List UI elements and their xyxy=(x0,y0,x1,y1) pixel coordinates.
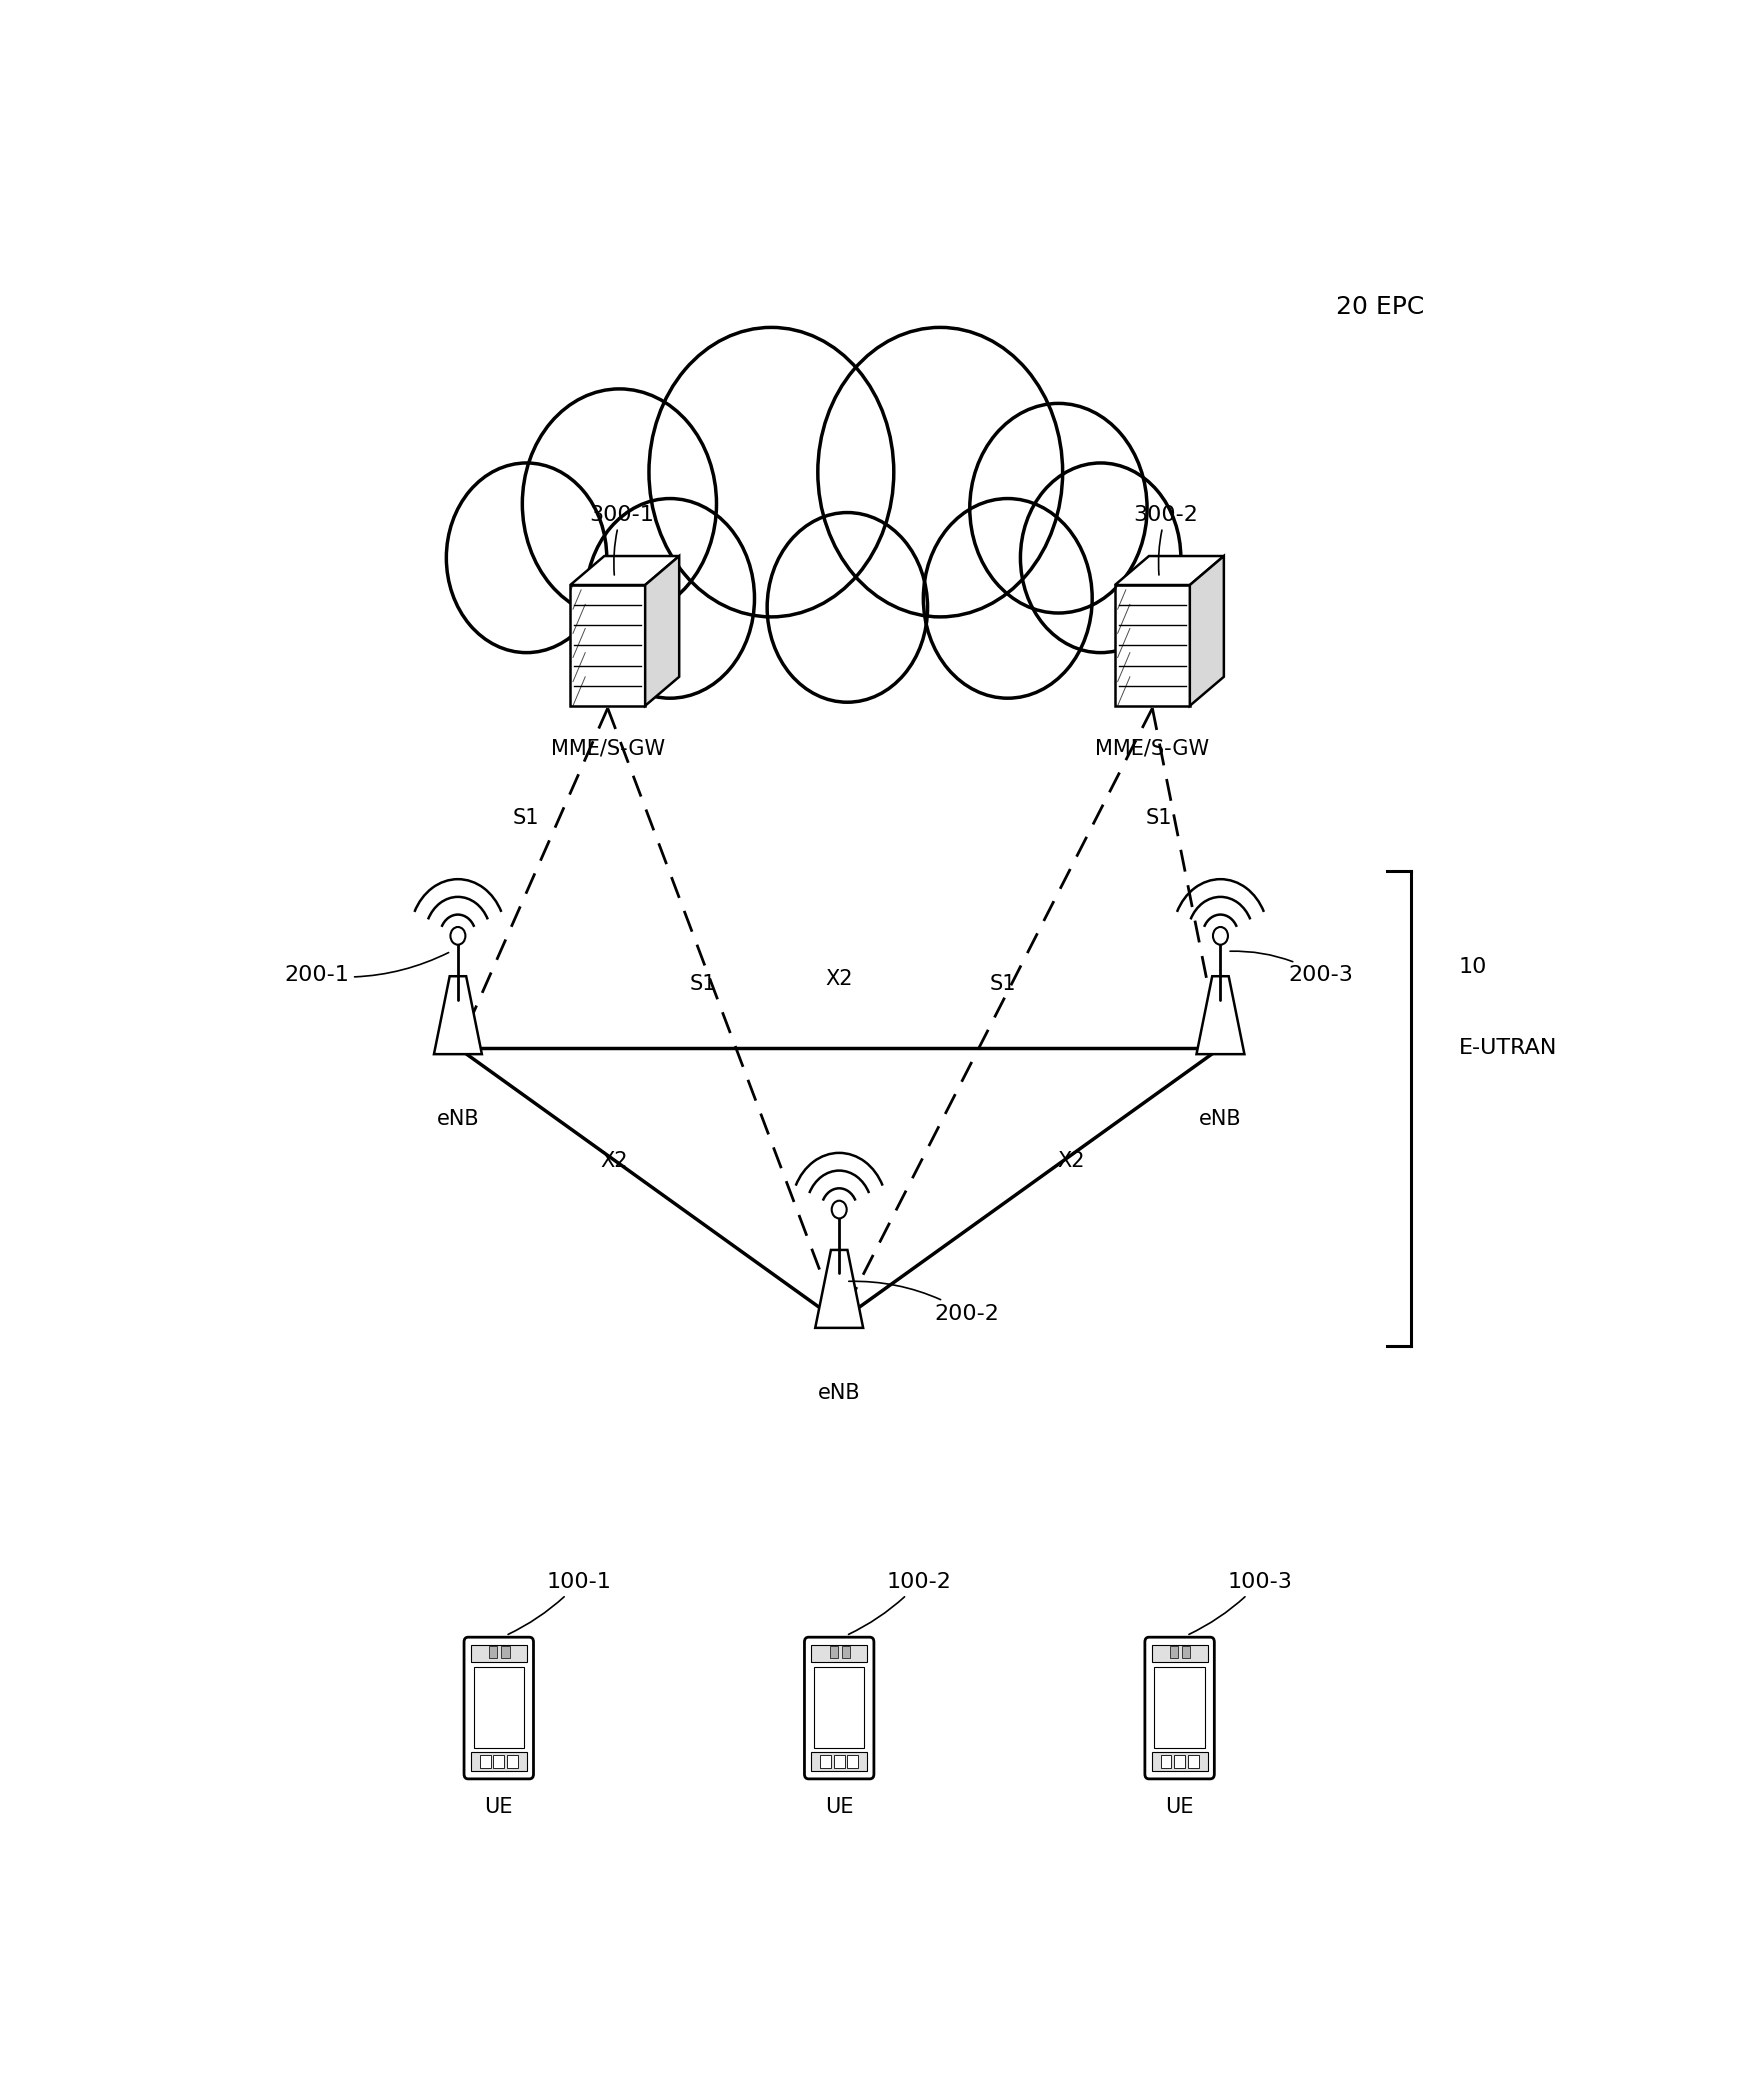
Circle shape xyxy=(768,512,928,703)
Bar xyxy=(1182,1646,1191,1658)
Text: UE: UE xyxy=(485,1796,513,1817)
Circle shape xyxy=(648,328,894,617)
Bar xyxy=(488,1646,497,1658)
Circle shape xyxy=(446,462,606,652)
Bar xyxy=(812,1646,868,1662)
Text: 300-2: 300-2 xyxy=(1133,504,1198,575)
Text: X2: X2 xyxy=(826,968,852,989)
Ellipse shape xyxy=(552,504,1058,602)
Bar xyxy=(1151,1646,1207,1662)
Text: S1: S1 xyxy=(691,974,717,993)
Bar xyxy=(1151,1752,1207,1771)
Text: 300-1: 300-1 xyxy=(589,504,654,575)
Circle shape xyxy=(831,1200,847,1219)
Text: 100-1: 100-1 xyxy=(508,1572,611,1635)
Text: 10: 10 xyxy=(1458,958,1486,976)
Text: eNB: eNB xyxy=(817,1382,861,1403)
Bar xyxy=(835,1754,845,1769)
Bar xyxy=(813,1667,864,1748)
Text: S1: S1 xyxy=(1146,807,1172,828)
Text: UE: UE xyxy=(826,1796,854,1817)
Text: 200-2: 200-2 xyxy=(849,1282,1000,1324)
Text: S1: S1 xyxy=(989,974,1016,993)
Text: MME/S-GW: MME/S-GW xyxy=(550,738,664,759)
Polygon shape xyxy=(1189,556,1225,707)
Polygon shape xyxy=(571,585,645,707)
Bar xyxy=(501,1646,510,1658)
Circle shape xyxy=(1021,462,1181,652)
Polygon shape xyxy=(1116,556,1225,585)
FancyBboxPatch shape xyxy=(805,1637,873,1779)
Text: MME/S-GW: MME/S-GW xyxy=(1095,738,1209,759)
Bar xyxy=(821,1754,831,1769)
FancyBboxPatch shape xyxy=(1146,1637,1214,1779)
Bar xyxy=(494,1754,504,1769)
Circle shape xyxy=(585,498,754,698)
Bar xyxy=(1154,1667,1205,1748)
Bar xyxy=(812,1752,868,1771)
Text: 20 EPC: 20 EPC xyxy=(1337,295,1425,320)
Circle shape xyxy=(924,498,1093,698)
Text: X2: X2 xyxy=(1058,1150,1084,1171)
FancyBboxPatch shape xyxy=(464,1637,534,1779)
Text: UE: UE xyxy=(1165,1796,1193,1817)
Text: X2: X2 xyxy=(601,1150,629,1171)
Bar xyxy=(829,1646,838,1658)
Circle shape xyxy=(1212,926,1228,945)
Text: eNB: eNB xyxy=(1198,1108,1242,1129)
Text: eNB: eNB xyxy=(436,1108,480,1129)
Bar xyxy=(1161,1754,1172,1769)
Text: 100-2: 100-2 xyxy=(849,1572,952,1635)
Text: 200-3: 200-3 xyxy=(1230,951,1353,985)
Bar xyxy=(480,1754,490,1769)
Circle shape xyxy=(450,926,466,945)
Bar xyxy=(508,1754,518,1769)
Polygon shape xyxy=(571,556,680,585)
Polygon shape xyxy=(1197,976,1244,1054)
Circle shape xyxy=(970,404,1147,613)
Bar xyxy=(842,1646,850,1658)
Circle shape xyxy=(817,328,1063,617)
Polygon shape xyxy=(815,1250,863,1328)
Bar xyxy=(471,1752,527,1771)
Bar xyxy=(1170,1646,1179,1658)
Circle shape xyxy=(522,389,717,619)
Text: E-UTRAN: E-UTRAN xyxy=(1458,1037,1557,1058)
Text: S1: S1 xyxy=(513,807,539,828)
Text: 200-1: 200-1 xyxy=(285,953,448,985)
Polygon shape xyxy=(434,976,481,1054)
Text: 100-3: 100-3 xyxy=(1189,1572,1291,1635)
Bar xyxy=(1188,1754,1198,1769)
Bar xyxy=(471,1646,527,1662)
Bar xyxy=(847,1754,857,1769)
Bar xyxy=(1174,1754,1184,1769)
Polygon shape xyxy=(645,556,680,707)
Polygon shape xyxy=(1116,585,1189,707)
Bar xyxy=(474,1667,524,1748)
